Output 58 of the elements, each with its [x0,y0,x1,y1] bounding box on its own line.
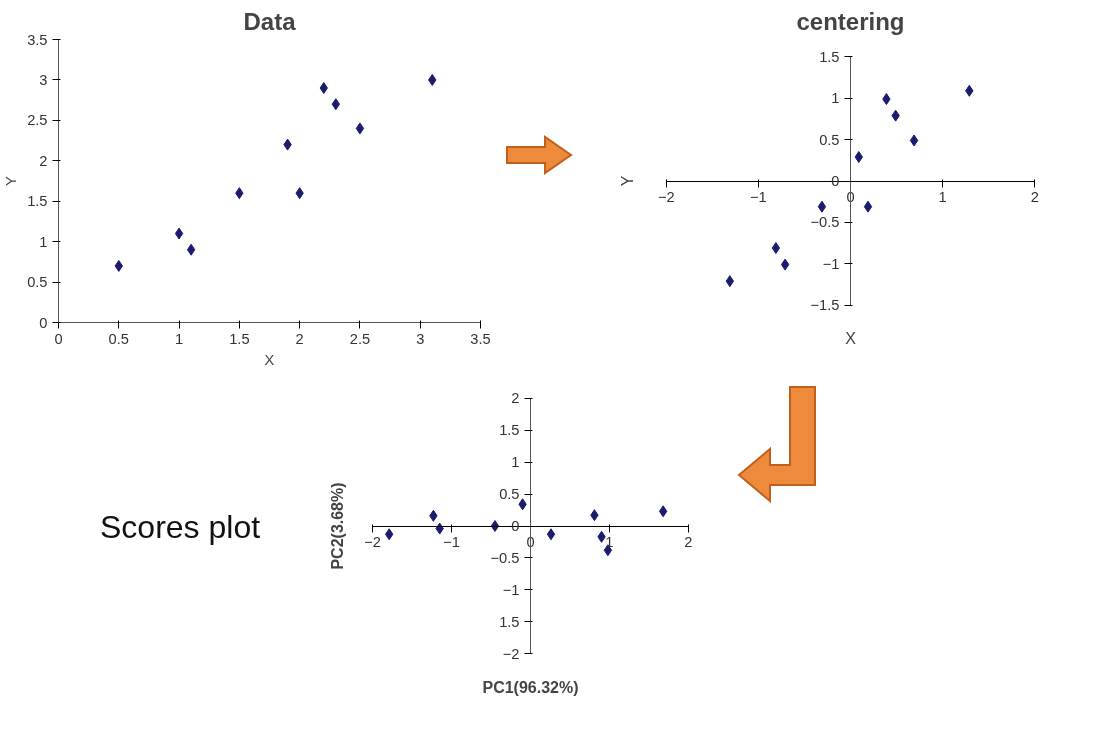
y-tick-label: −1 [502,581,520,598]
text: Scores plot [100,508,261,547]
x-tick-label: 1 [175,330,184,347]
y-tick-label: 1.5 [819,48,840,65]
y-tick-label: −1.5 [810,297,840,314]
y-axis-title: PC2(3.68%) [328,482,346,570]
y-tick-label: 2 [511,390,520,407]
point [780,258,790,271]
point [186,243,196,256]
y-tick-label: −1 [822,255,840,272]
y-tick-label: 1.5 [499,613,520,630]
x-tick-label: 2 [295,330,304,347]
point [174,227,184,240]
point [725,275,735,288]
x-tick-label: 0 [54,330,63,347]
x-tick-label: 0.5 [108,330,129,347]
x-tick-label: −1 [443,534,460,550]
point [355,122,365,135]
x-tick-label: 1 [938,189,947,205]
y-tick-label: −0.5 [490,549,520,566]
y-tick-label: −2 [502,645,520,662]
x-tick-label: 3 [416,330,425,347]
y-tick-label: 1 [831,90,840,107]
y-tick-label: 1 [511,454,520,471]
x-tick-label: 2 [1030,189,1039,205]
x-tick-label: 2.5 [349,330,371,347]
point [863,200,873,213]
chart-title: centering [796,7,905,35]
y-tick-label: 0.5 [27,274,48,291]
y-tick-label: 3.5 [27,31,48,48]
y-tick-label: 3 [39,71,48,88]
y-tick-label: 2 [39,152,48,169]
x-tick-label: 3.5 [470,330,491,347]
x-tick-label: 2 [684,534,693,550]
y-tick-label: 0 [39,314,48,331]
point [771,242,781,255]
y-tick-label: 0.5 [819,131,840,148]
point [546,528,556,541]
x-tick-label: −1 [750,189,767,205]
y-axis-title: Y [3,175,20,186]
x-axis-title: PC1(96.32%) [482,678,579,696]
x-axis-title: X [264,351,275,368]
x-tick-label: 1 [605,534,614,550]
point [817,200,827,213]
x-tick-label: −2 [364,534,381,550]
chart-title: Data [243,7,297,35]
y-tick-label: 1 [39,233,48,250]
x-tick-label: 1.5 [229,330,250,347]
x-tick-label: −2 [657,189,675,205]
y-tick-label: 2.5 [27,112,48,129]
y-tick-label: 1.5 [499,422,520,439]
point [909,134,919,147]
y-tick-label: −0.5 [810,214,840,231]
point [658,505,668,518]
y-axis-title: Y [618,175,636,187]
point [854,151,863,163]
y-tick-label: 0.5 [499,486,520,503]
x-axis-title: X [845,329,857,347]
